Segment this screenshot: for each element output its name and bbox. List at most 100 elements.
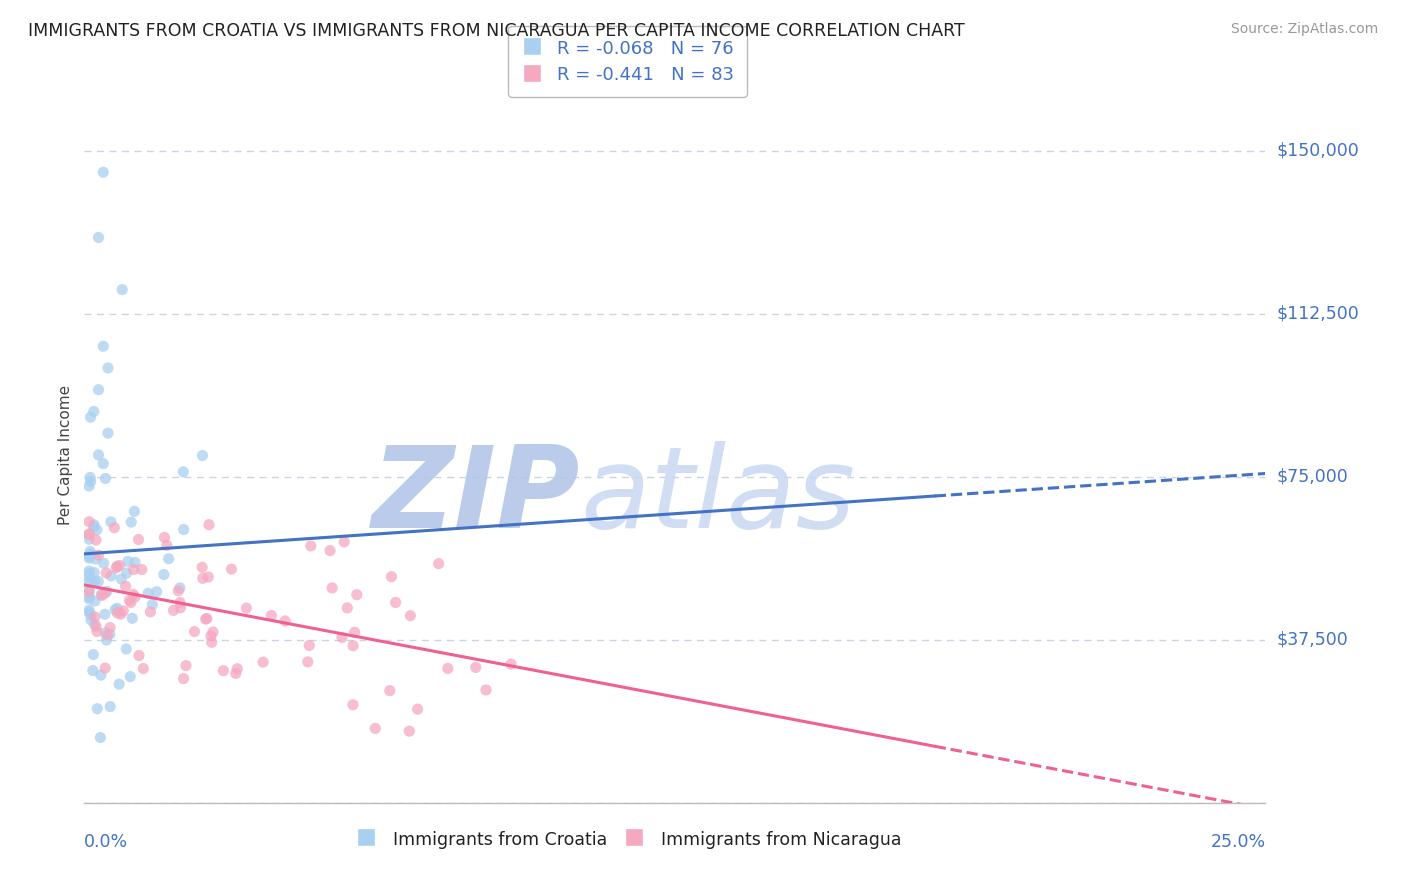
Point [87, 574, 110, 589]
Point [364, 722, 387, 736]
Text: $37,500: $37,500 [1277, 631, 1348, 648]
Point [79, 470, 101, 484]
Point [82, 664, 104, 678]
Point [77, 564, 100, 578]
Point [157, 551, 180, 566]
Text: atlas: atlas [581, 442, 855, 552]
Point [79, 475, 101, 489]
Point [77, 479, 100, 493]
Point [87, 548, 110, 562]
Text: 25.0%: 25.0% [1211, 833, 1265, 851]
Point [194, 612, 217, 626]
Point [79, 410, 101, 425]
Point [191, 560, 214, 574]
Point [122, 587, 145, 601]
Point [120, 669, 142, 683]
Point [98, 621, 121, 635]
Point [105, 559, 128, 574]
Point [437, 661, 460, 675]
Point [77, 533, 100, 547]
Point [87, 230, 110, 244]
Point [260, 608, 283, 623]
Point [98, 699, 121, 714]
Point [91, 165, 114, 179]
Point [191, 449, 214, 463]
Point [105, 606, 128, 620]
Point [77, 590, 100, 604]
Point [225, 666, 247, 681]
Point [235, 601, 257, 615]
Point [136, 586, 159, 600]
Point [141, 598, 163, 612]
Point [103, 521, 125, 535]
Point [120, 515, 142, 529]
Point [79, 544, 101, 558]
Point [98, 627, 121, 641]
Point [195, 611, 218, 625]
Point [115, 642, 138, 657]
Point [77, 575, 100, 590]
Point [77, 515, 100, 529]
Point [100, 515, 122, 529]
Point [77, 570, 100, 584]
Point [398, 724, 420, 739]
Point [83, 610, 105, 624]
Point [91, 457, 114, 471]
Point [87, 383, 110, 397]
Point [153, 530, 176, 544]
Point [86, 523, 108, 537]
Point [221, 562, 243, 576]
Point [153, 567, 176, 582]
Point [172, 465, 194, 479]
Text: ZIP: ZIP [373, 442, 581, 552]
Point [124, 556, 146, 570]
Point [94, 661, 117, 675]
Point [333, 534, 356, 549]
Point [114, 579, 136, 593]
Point [346, 588, 368, 602]
Point [77, 603, 100, 617]
Point [128, 648, 150, 663]
Point [252, 655, 274, 669]
Point [83, 520, 105, 534]
Point [96, 628, 118, 642]
Point [201, 635, 224, 649]
Point [79, 549, 101, 564]
Point [83, 566, 105, 580]
Point [86, 702, 108, 716]
Point [94, 625, 117, 640]
Text: $150,000: $150,000 [1277, 142, 1360, 160]
Point [299, 539, 322, 553]
Point [82, 648, 104, 662]
Point [94, 586, 117, 600]
Point [83, 517, 105, 532]
Point [169, 600, 191, 615]
Point [80, 613, 103, 627]
Y-axis label: Per Capita Income: Per Capita Income [58, 384, 73, 525]
Point [201, 625, 224, 640]
Point [108, 558, 131, 573]
Point [128, 533, 150, 547]
Point [212, 664, 235, 678]
Point [77, 605, 100, 619]
Point [120, 595, 142, 609]
Text: IMMIGRANTS FROM CROATIA VS IMMIGRANTS FROM NICARAGUA PER CAPITA INCOME CORRELATI: IMMIGRANTS FROM CROATIA VS IMMIGRANTS FR… [28, 22, 965, 40]
Point [197, 570, 219, 584]
Point [108, 677, 131, 691]
Point [132, 662, 155, 676]
Point [297, 655, 319, 669]
Text: $112,500: $112,500 [1277, 304, 1360, 323]
Point [90, 587, 112, 601]
Point [330, 631, 353, 645]
Point [342, 639, 364, 653]
Point [183, 624, 205, 639]
Point [111, 283, 134, 297]
Point [77, 566, 100, 581]
Point [475, 682, 498, 697]
Point [97, 426, 120, 441]
Point [173, 672, 195, 686]
Point [77, 591, 100, 606]
Point [93, 556, 115, 570]
Point [87, 448, 110, 462]
Point [104, 603, 127, 617]
